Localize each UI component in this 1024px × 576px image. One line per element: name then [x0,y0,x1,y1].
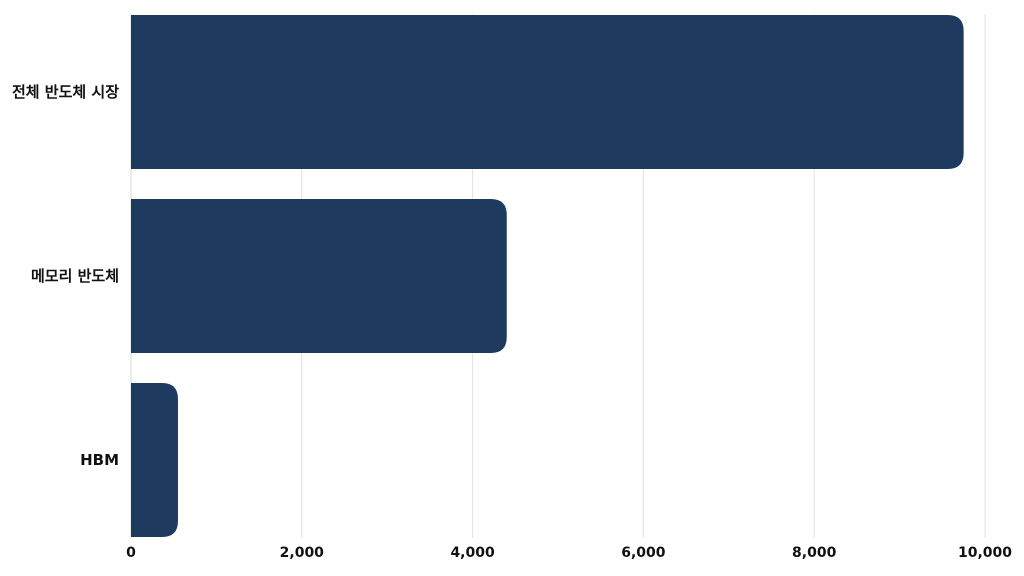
x-tick-label: 8,000 [792,545,837,561]
category-label: 메모리 반도체 [31,267,119,285]
x-tick-label: 0 [126,545,136,561]
x-tick-label: 6,000 [621,545,666,561]
x-tick-label: 2,000 [280,545,325,561]
category-label: 전체 반도체 시장 [12,83,119,101]
bars [131,15,964,537]
bar-2 [131,383,178,537]
bar-1 [131,199,507,353]
category-label: HBM [80,451,119,469]
x-axis-ticks: 0 2,000 4,000 6,000 8,000 10,000 [126,545,1012,561]
x-tick-label: 4,000 [450,545,495,561]
x-tick-label: 10,000 [958,545,1012,561]
bar-0 [131,15,964,169]
